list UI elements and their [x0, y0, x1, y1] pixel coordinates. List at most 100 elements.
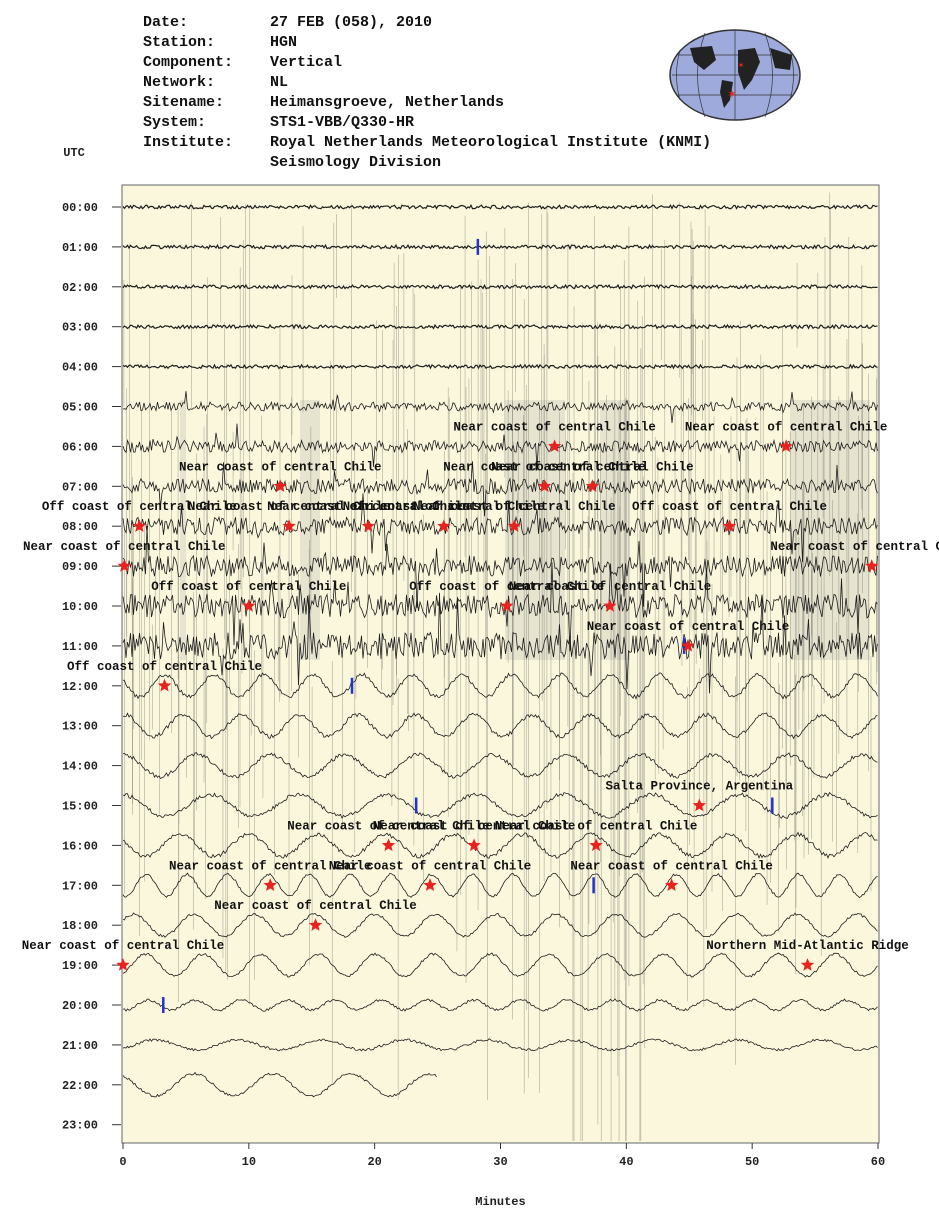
y-tick-label: 13:00 — [62, 720, 98, 734]
trace — [122, 912, 878, 938]
svg-text:✶: ✶ — [728, 87, 737, 103]
event-star — [692, 798, 706, 812]
x-tick-label: 50 — [745, 1155, 759, 1169]
trace — [122, 525, 878, 608]
y-tick-label: 15:00 — [62, 800, 98, 814]
y-tick-label: 23:00 — [62, 1119, 98, 1133]
event-label: Near coast of central Chile — [214, 899, 417, 913]
event-star — [722, 519, 737, 532]
y-tick-label: 00:00 — [62, 201, 98, 215]
event-label: Near coast of central Chile — [179, 460, 382, 474]
y-tick-label: 07:00 — [62, 480, 98, 494]
event-star — [467, 838, 481, 852]
event-label: Near coast of central Chile — [570, 859, 773, 873]
event-label: Near coast of central Chile — [373, 819, 576, 833]
trace — [122, 791, 878, 819]
event-star — [537, 479, 552, 492]
y-tick-label: 14:00 — [62, 760, 98, 774]
x-axis-label: Minutes — [475, 1195, 525, 1209]
header-value: Heimansgroeve, Netherlands — [270, 94, 504, 111]
event-star — [116, 958, 130, 971]
trace — [122, 592, 878, 694]
y-tick-label: 18:00 — [62, 919, 98, 933]
trace — [122, 461, 878, 517]
y-tick-label: 19:00 — [62, 959, 98, 973]
y-tick-label: 03:00 — [62, 321, 98, 335]
event-star — [273, 479, 287, 492]
header-value: NL — [270, 74, 288, 91]
event-star — [507, 519, 521, 532]
header-label: Station: — [143, 34, 215, 51]
trace — [122, 998, 878, 1012]
trace — [122, 323, 878, 330]
x-tick-label: 20 — [367, 1155, 381, 1169]
trace — [122, 493, 878, 563]
event-star — [117, 559, 131, 572]
event-star — [779, 439, 793, 453]
event-label: Near coast of central Chile — [22, 939, 225, 953]
event-star — [681, 638, 695, 652]
y-tick-label: 02:00 — [62, 281, 98, 295]
trace — [122, 672, 878, 700]
y-tick-label: 22:00 — [62, 1079, 98, 1093]
y-tick-label: 16:00 — [62, 839, 98, 853]
event-star — [585, 479, 599, 492]
header-value: STS1-VBB/Q330-HR — [270, 114, 414, 131]
trace — [122, 712, 878, 740]
event-label: Salta Province, Argentina — [606, 780, 794, 794]
event-label: Near coast of central Chile — [343, 500, 546, 514]
x-tick-label: 40 — [619, 1155, 633, 1169]
header-label: Institute: — [143, 134, 233, 151]
plot-area — [121, 184, 880, 1144]
event-label: Near coast of central Chile — [169, 859, 372, 873]
event-label: Northern Mid-Atlantic Ridge — [706, 939, 909, 953]
event-label: Off coast of central Chile — [42, 500, 237, 514]
y-tick-label: 11:00 — [62, 640, 98, 654]
event-label: Off coast of central Chile — [632, 500, 827, 514]
trace — [122, 952, 878, 978]
x-tick-label: 60 — [871, 1155, 885, 1169]
trace — [122, 283, 878, 290]
header-label: System: — [143, 114, 206, 131]
header-value: Royal Netherlands Meteorological Institu… — [270, 134, 711, 151]
event-star — [865, 559, 879, 572]
event-label: Near coast of central Chile — [267, 500, 470, 514]
event-label: Near coast of central Chile — [770, 540, 939, 554]
y-tick-label: 12:00 — [62, 680, 98, 694]
event-star — [282, 519, 296, 532]
header-label: Sitename: — [143, 94, 224, 111]
event-label: Off coast of central Chile — [409, 580, 604, 594]
y-tick-label: 04:00 — [62, 361, 98, 375]
event-label: Near coast of central Chile — [491, 460, 694, 474]
trace — [122, 363, 878, 370]
y-tick-label: 01:00 — [62, 241, 98, 255]
x-tick-label: 30 — [493, 1155, 507, 1169]
event-star — [308, 918, 323, 931]
header-label: Network: — [143, 74, 215, 91]
event-label: Near coast of central Chile — [453, 420, 656, 434]
header-label: Date: — [143, 14, 188, 31]
y-tick-label: 09:00 — [62, 560, 98, 574]
event-label: Near coast of central Chile — [188, 500, 391, 514]
y-tick-label: 05:00 — [62, 401, 98, 415]
trace — [122, 391, 878, 424]
trace — [122, 243, 878, 251]
y-tick-label: 10:00 — [62, 600, 98, 614]
svg-text:✶: ✶ — [738, 61, 744, 72]
event-label: Near coast of central Chile — [23, 540, 226, 554]
event-star — [381, 838, 396, 852]
event-star — [437, 519, 451, 532]
event-star — [157, 678, 172, 692]
event-label: Near coast of central Chile — [495, 819, 698, 833]
event-star — [361, 519, 375, 532]
header-value: 27 FEB (058), 2010 — [270, 14, 432, 31]
trace — [123, 752, 878, 780]
event-star — [603, 599, 617, 612]
traces — [122, 204, 878, 1098]
header-value: Vertical — [270, 54, 342, 71]
x-tick-label: 0 — [119, 1155, 126, 1169]
header-label: Component: — [143, 54, 233, 71]
event-star — [242, 599, 256, 612]
world-map: ✶ ✶ — [669, 29, 801, 121]
event-label: Near coast of central Chile — [329, 859, 532, 873]
